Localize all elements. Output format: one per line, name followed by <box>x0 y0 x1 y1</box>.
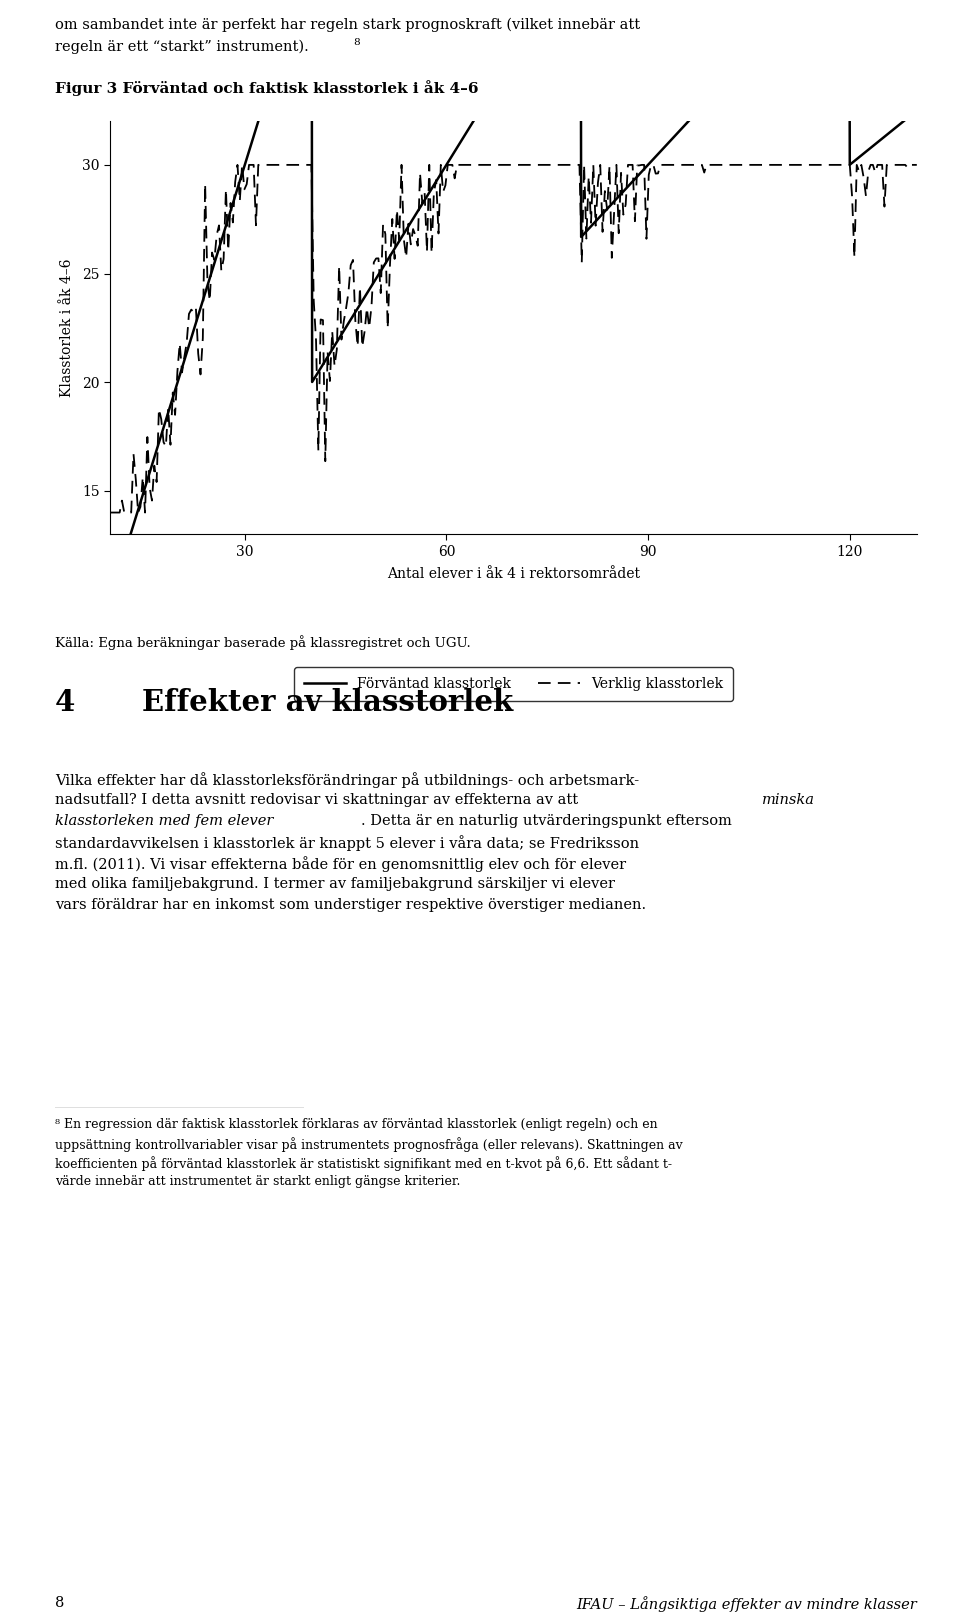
Text: standardavvikelsen i klasstorlek är knappt 5 elever i våra data; se Fredriksson: standardavvikelsen i klasstorlek är knap… <box>55 835 638 852</box>
Legend: Förväntad klasstorlek, Verklig klasstorlek: Förväntad klasstorlek, Verklig klasstorl… <box>294 667 733 701</box>
Y-axis label: Klasstorlek i åk 4–6: Klasstorlek i åk 4–6 <box>60 259 74 397</box>
Text: uppsättning kontrollvariabler visar på instrumentets prognosfråga (eller relevan: uppsättning kontrollvariabler visar på i… <box>55 1137 683 1151</box>
Text: 8: 8 <box>55 1596 64 1609</box>
Text: vars föräldrar har en inkomst som understiger respektive överstiger medianen.: vars föräldrar har en inkomst som unders… <box>55 899 646 911</box>
Text: Figur 3 Förväntad och faktisk klasstorlek i åk 4–6: Figur 3 Förväntad och faktisk klasstorle… <box>55 79 478 96</box>
Text: m.fl. (2011). Vi visar effekterna både för en genomsnittlig elev och för elever: m.fl. (2011). Vi visar effekterna både f… <box>55 856 626 873</box>
Text: minska: minska <box>762 793 815 806</box>
Text: klasstorleken med fem elever: klasstorleken med fem elever <box>55 814 273 827</box>
Text: koefficienten på förväntad klasstorlek är statistiskt signifikant med en t-kvot : koefficienten på förväntad klasstorlek ä… <box>55 1156 672 1171</box>
Text: nadsutfall? I detta avsnitt redovisar vi skattningar av effekterna av att: nadsutfall? I detta avsnitt redovisar vi… <box>55 793 583 806</box>
Text: om sambandet inte är perfekt har regeln stark prognoskraft (vilket innebär att: om sambandet inte är perfekt har regeln … <box>55 18 640 32</box>
Text: med olika familjebakgrund. I termer av familjebakgrund särskiljer vi elever: med olika familjebakgrund. I termer av f… <box>55 877 614 890</box>
Text: . Detta är en naturlig utvärderingspunkt eftersom: . Detta är en naturlig utvärderingspunkt… <box>361 814 732 827</box>
Text: ⁸ En regression där faktisk klasstorlek förklaras av förväntad klasstorlek (enli: ⁸ En regression där faktisk klasstorlek … <box>55 1119 658 1132</box>
Text: Vilka effekter har då klasstorleksförändringar på utbildnings- och arbetsmark-: Vilka effekter har då klasstorleksföränd… <box>55 772 638 788</box>
X-axis label: Antal elever i åk 4 i rektorsområdet: Antal elever i åk 4 i rektorsområdet <box>387 567 640 581</box>
Text: 8: 8 <box>353 37 360 47</box>
Text: värde innebär att instrumentet är starkt enligt gängse kriterier.: värde innebär att instrumentet är starkt… <box>55 1175 460 1188</box>
Text: regeln är ett “starkt” instrument).: regeln är ett “starkt” instrument). <box>55 40 308 55</box>
Text: IFAU – Långsiktiga effekter av mindre klasser: IFAU – Långsiktiga effekter av mindre kl… <box>576 1596 917 1613</box>
Text: Källa: Egna beräkningar baserade på klassregistret och UGU.: Källa: Egna beräkningar baserade på klas… <box>55 635 470 649</box>
Text: Effekter av klasstorlek: Effekter av klasstorlek <box>142 688 514 717</box>
Text: 4: 4 <box>55 688 75 717</box>
